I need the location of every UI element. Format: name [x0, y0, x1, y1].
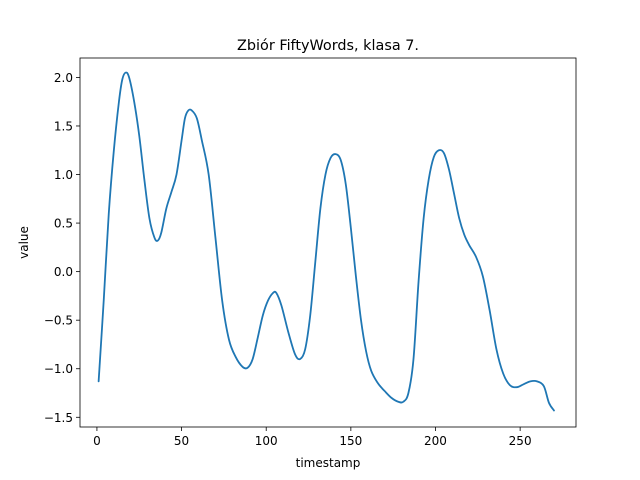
x-tick-label: 0 — [93, 434, 101, 448]
y-tick-label: 0.5 — [54, 217, 73, 231]
x-tick-label: 150 — [339, 434, 362, 448]
x-tick-label: 250 — [509, 434, 532, 448]
y-tick-label: −0.5 — [44, 314, 73, 328]
y-tick-label: 1.0 — [54, 168, 73, 182]
plot-frame — [79, 57, 577, 428]
y-tick-label: 0.0 — [54, 265, 73, 279]
chart-title: Zbiór FiftyWords, klasa 7. — [237, 38, 419, 54]
x-axis-label: timestamp — [296, 456, 361, 470]
x-tick-label: 200 — [424, 434, 447, 448]
x-tick-label: 50 — [174, 434, 189, 448]
x-tick-label: 100 — [255, 434, 278, 448]
y-tick-label: −1.5 — [44, 411, 73, 425]
series-line — [97, 71, 555, 412]
y-axis-ticks: −1.5 −1.0 −0.5 0.0 0.5 1.0 1.5 2.0 — [44, 71, 80, 425]
y-tick-label: 2.0 — [54, 71, 73, 85]
x-axis-ticks: 0 50 100 150 200 250 — [93, 427, 532, 448]
y-tick-label: 1.5 — [54, 119, 73, 133]
y-tick-label: −1.0 — [44, 362, 73, 376]
y-axis-label: value — [17, 226, 31, 259]
